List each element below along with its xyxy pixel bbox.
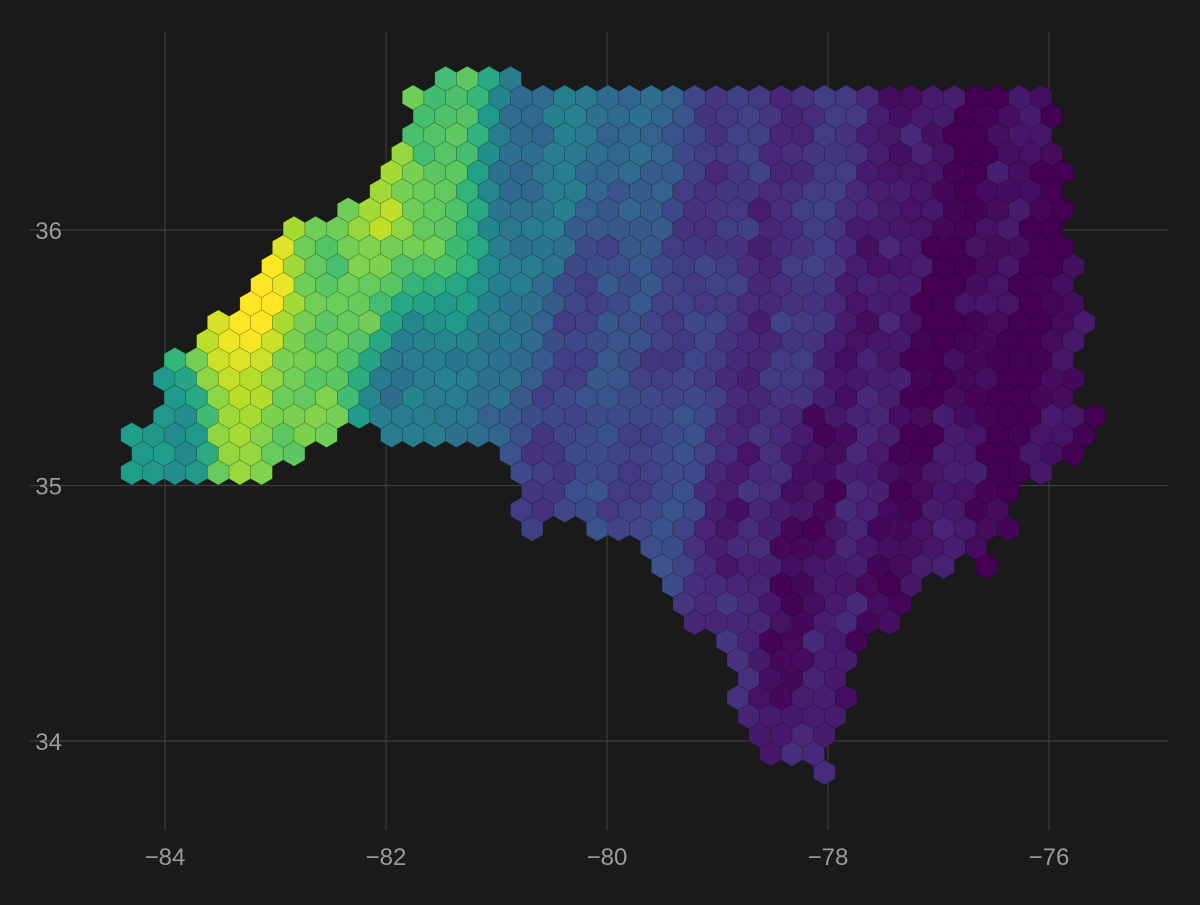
x-tick-label: −78 [808, 844, 849, 871]
y-tick-label: 34 [35, 729, 62, 756]
hexbin-cell [282, 440, 306, 467]
y-tick-label: 36 [35, 218, 62, 245]
hexbin-cell [813, 759, 836, 786]
hexbin-cell [878, 609, 901, 636]
y-tick-label: 35 [35, 474, 62, 501]
hexbin-cell [1029, 459, 1053, 486]
y-axis-tick-labels: 34 35 36 [35, 218, 62, 756]
hexbin-cell [521, 515, 544, 542]
x-tick-label: −80 [587, 844, 628, 871]
hexbin-cell [1062, 440, 1085, 467]
x-tick-label: −76 [1029, 844, 1070, 871]
hexbin-cell [932, 553, 955, 580]
hexbin-cell [975, 553, 999, 580]
hexbin-cell [315, 422, 338, 448]
hexbin-cells [120, 65, 1107, 786]
x-tick-label: −84 [145, 844, 186, 871]
x-tick-label: −82 [366, 844, 407, 871]
hexbin-cell [997, 515, 1020, 542]
hexbin-cell [250, 459, 273, 486]
x-axis-tick-labels: −84 −82 −80 −78 −76 [145, 844, 1070, 871]
